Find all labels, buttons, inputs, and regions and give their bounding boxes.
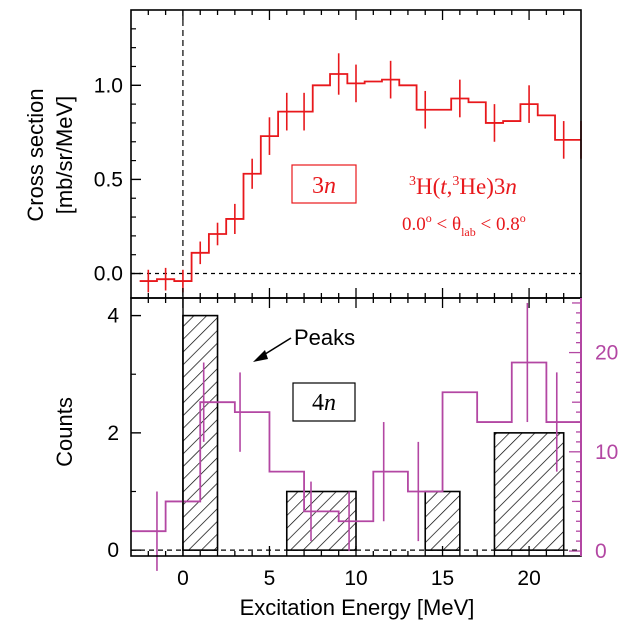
hatched-bar xyxy=(424,490,461,551)
3n-label-box xyxy=(291,164,357,204)
y-tick-label: 0.0 xyxy=(94,263,123,286)
x-tick-label: 10 xyxy=(344,567,367,590)
cross-section-series xyxy=(139,53,582,293)
y-tick-label: 0 xyxy=(107,539,119,562)
top-panel: 0.0 0.5 1.0 Cross section [mb/sr/MeV] 3n 3… xyxy=(23,9,582,299)
top-ylabel-line2: [mb/sr/MeV] xyxy=(52,96,77,215)
reaction-label: 3H(t,3He)3n xyxy=(409,174,517,199)
4n-label: 4n xyxy=(312,390,336,416)
hatched-bar xyxy=(493,432,565,551)
top-y-ticks: 0.0 0.5 1.0 xyxy=(94,28,141,286)
cross-section-histogram xyxy=(139,73,581,282)
bottom-x-ticks: 0 5 10 15 20 xyxy=(147,298,565,590)
angle-range-label: 0.0o < θlab < 0.8o xyxy=(402,211,526,239)
right-y-tick-label: 10 xyxy=(595,441,618,464)
right-y-tick-label: 0 xyxy=(595,540,607,563)
pink-histogram xyxy=(131,361,581,533)
peaks-arrow xyxy=(253,337,292,362)
top-x-ticks xyxy=(147,10,565,298)
peaks-annotation: Peaks xyxy=(294,325,355,350)
y-tick-label: 2 xyxy=(107,422,119,445)
bottom-right-y-ticks: 0 10 20 xyxy=(569,298,618,563)
y-tick-label: 1.0 xyxy=(94,74,123,97)
x-tick-label: 20 xyxy=(517,567,540,590)
top-ylabel-line1: Cross section xyxy=(23,88,48,221)
bottom-left-y-ticks: 0 2 4 xyxy=(107,305,141,562)
x-tick-label: 0 xyxy=(177,567,189,590)
right-y-tick-label: 20 xyxy=(595,342,618,365)
x-tick-label: 5 xyxy=(264,567,276,590)
bottom-xlabel: Excitation Energy [MeV] xyxy=(240,595,475,620)
3n-label: 3n xyxy=(312,173,336,199)
y-tick-label: 0.5 xyxy=(94,168,123,191)
bottom-panel: 0 2 4 0 10 20 0 5 10 15 20 Counts Excitation Ene… xyxy=(52,297,618,620)
top-plot-frame xyxy=(130,9,582,299)
bottom-ylabel: Counts xyxy=(52,397,77,467)
x-tick-label: 15 xyxy=(431,567,454,590)
y-tick-label: 4 xyxy=(107,305,119,328)
pink-histogram-series xyxy=(131,302,581,571)
4n-label-box xyxy=(292,382,356,422)
